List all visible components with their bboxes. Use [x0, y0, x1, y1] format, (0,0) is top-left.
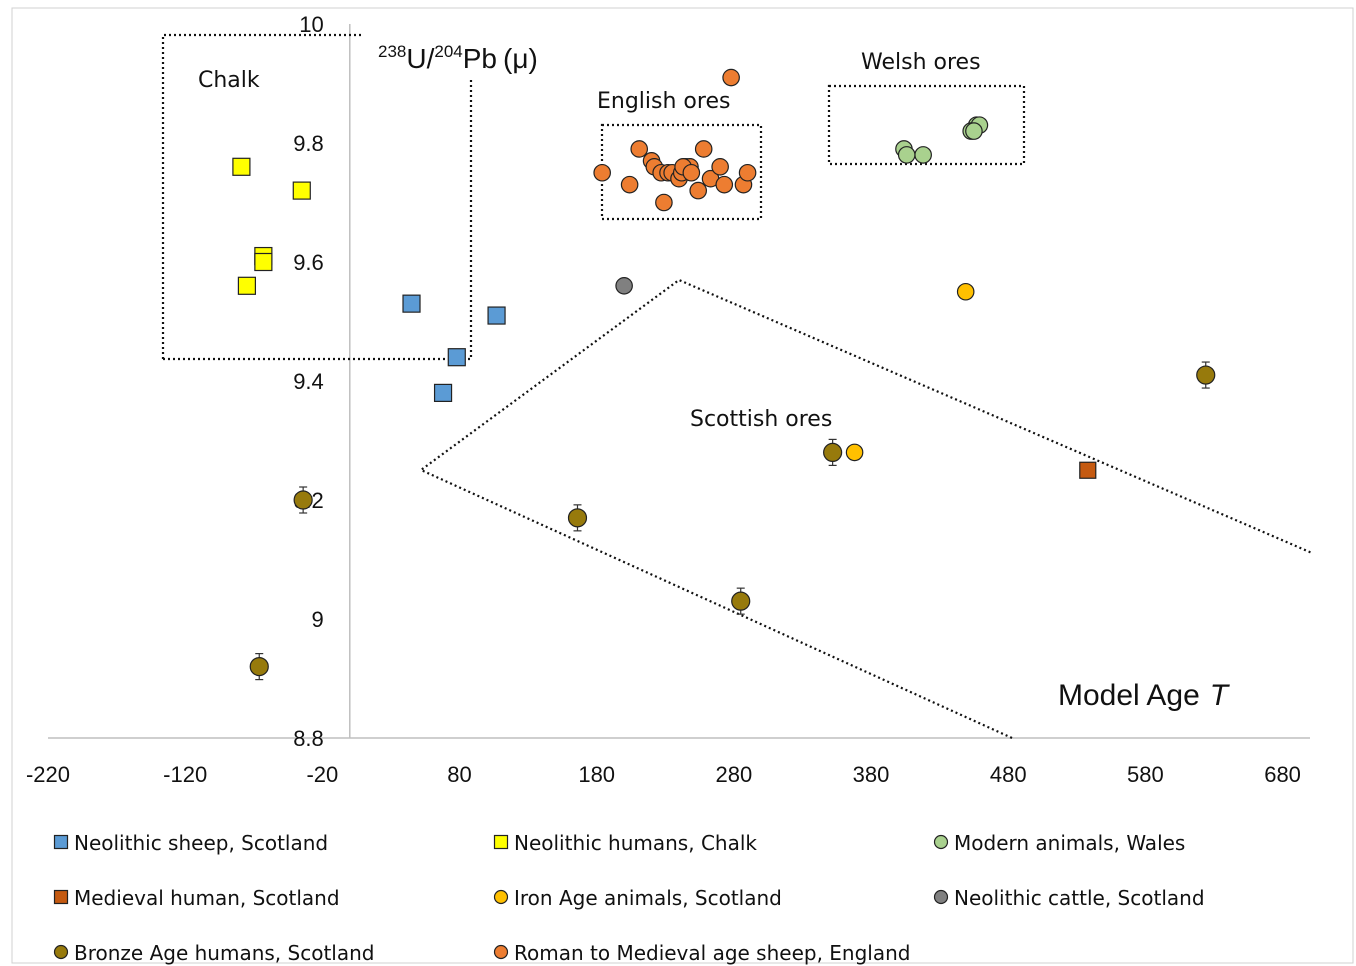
point-series-6-0 [249, 656, 269, 677]
legend-label-4: Iron Age animals, Scotland [514, 886, 782, 910]
y-label-suffix: (μ) [503, 43, 538, 74]
point-series-2-0 [914, 146, 932, 164]
chart-frame [11, 7, 1354, 964]
english-ores-region-outline [600, 123, 763, 221]
legend-marker-1 [493, 834, 509, 850]
point-series-0-0 [402, 294, 421, 313]
scottish-ores-label: Scottish ores [690, 407, 832, 432]
y-axis-label: 238U/204Pb (μ) [378, 42, 538, 74]
legend-label-1: Neolithic humans, Chalk [514, 831, 757, 855]
x-label-variable: T [1210, 679, 1231, 712]
y-tick-label-6: 10 [299, 12, 323, 37]
x-tick-label-3: 80 [447, 762, 471, 787]
y-label-isotope-1: 238 [378, 42, 406, 61]
x-tick-label-7: 480 [990, 762, 1027, 787]
x-axis-label: Model Age T [1058, 679, 1231, 712]
x-tick-label-1: -120 [163, 762, 207, 787]
point-series-1-2 [237, 276, 257, 295]
point-series-7-2 [630, 140, 649, 158]
legend-label-3: Medieval human, Scotland [74, 886, 340, 910]
point-series-2-6 [965, 122, 983, 140]
legend-marker-2 [933, 834, 949, 850]
y-label-element-2: Pb [463, 43, 497, 74]
point-series-4-0 [956, 282, 975, 301]
legend-label-6: Bronze Age humans, Scotland [74, 941, 374, 965]
welsh-ores-region-outline [827, 84, 1026, 166]
y-tick-label-5: 9.8 [293, 131, 324, 156]
chalk-region-outline [161, 33, 362, 359]
x-tick-label-0: -220 [26, 762, 70, 787]
x-tick-label-5: 280 [716, 762, 753, 787]
point-series-0-1 [433, 383, 453, 402]
point-series-6-1 [293, 490, 313, 510]
point-series-7-15 [689, 181, 708, 200]
point-series-1-4 [254, 252, 273, 272]
point-series-7-17 [694, 140, 713, 158]
legend-marker-0 [53, 834, 69, 850]
x-label-text: Model Age [1058, 679, 1200, 712]
y-tick-label-1: 9 [312, 607, 324, 632]
y-tick-label-3: 9.4 [293, 369, 324, 394]
legend-marker-6 [53, 944, 69, 960]
legend-label-7: Roman to Medieval age sheep, England [514, 941, 910, 965]
legend: Neolithic sheep, Scotland Neolithic human… [53, 831, 1205, 965]
legend-label-2: Modern animals, Wales [954, 831, 1185, 855]
point-series-7-14 [682, 163, 701, 182]
y-label-element-1: U/ [406, 43, 434, 74]
point-series-3-0 [1079, 461, 1097, 479]
y-label-isotope-2: 204 [434, 42, 462, 61]
point-series-1-3 [292, 181, 311, 200]
welsh-ores-label: Welsh ores [861, 50, 981, 75]
legend-marker-3 [53, 889, 69, 905]
point-series-7-18 [711, 158, 729, 176]
point-series-4-1 [845, 443, 864, 462]
legend-marker-5 [933, 889, 949, 905]
x-tick-label-6: 380 [853, 762, 890, 787]
point-series-1-0 [232, 157, 251, 176]
point-series-0-3 [487, 306, 506, 325]
x-tick-labels: -220 -120 -20 80 180 280 380 480 580 680 [26, 762, 1301, 787]
point-series-7-0 [593, 163, 611, 182]
x-tick-label-2: -20 [306, 762, 338, 787]
x-tick-label-4: 180 [578, 762, 615, 787]
x-tick-label-8: 580 [1127, 762, 1164, 787]
point-series-7-20 [715, 175, 734, 194]
data-points [232, 68, 1216, 681]
english-ores-label: English ores [597, 89, 730, 114]
point-series-7-5 [655, 193, 673, 212]
point-series-6-5 [1196, 365, 1216, 385]
point-series-0-2 [447, 348, 466, 367]
y-tick-label-0: 8.8 [293, 726, 324, 751]
point-series-7-22 [738, 163, 757, 182]
legend-marker-4 [493, 889, 509, 905]
point-series-7-19 [722, 68, 740, 87]
legend-marker-7 [493, 944, 509, 960]
legend-label-5: Neolithic cattle, Scotland [954, 886, 1205, 910]
point-series-6-3 [731, 591, 751, 611]
x-tick-label-9: 680 [1264, 762, 1301, 787]
point-series-5-0 [615, 276, 633, 295]
point-series-6-4 [823, 442, 843, 462]
region-boxes [161, 33, 1313, 740]
chalk-region-label: Chalk [198, 68, 260, 93]
y-tick-label-4: 9.6 [293, 250, 324, 275]
point-series-6-2 [567, 508, 588, 528]
point-series-2-3 [897, 146, 916, 164]
legend-label-0: Neolithic sheep, Scotland [74, 831, 328, 855]
point-series-7-1 [620, 175, 639, 194]
